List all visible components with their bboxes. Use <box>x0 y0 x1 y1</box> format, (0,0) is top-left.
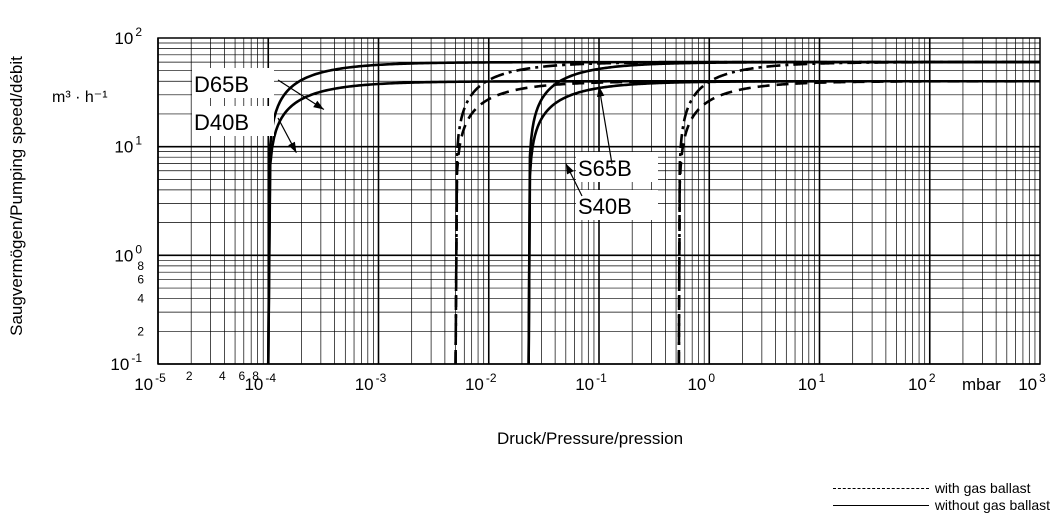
annotation-label: D65B <box>194 72 249 97</box>
x-tick-label: 10 3 <box>1018 371 1046 394</box>
x-tick-label: 10 -5 <box>134 371 166 394</box>
x-tick-label: 10 -1 <box>575 371 607 394</box>
legend-item-without-gas-ballast: without gas ballast <box>832 497 1050 514</box>
y-minor-tick-label: 8 <box>137 259 144 273</box>
annotation-leader <box>598 86 613 165</box>
annotation-label: S65B <box>578 156 632 181</box>
y-minor-tick-label: 4 <box>137 292 144 306</box>
legend-label: without gas ballast <box>934 497 1050 513</box>
y-tick-label: 10 2 <box>114 25 142 48</box>
annotation-arrowhead <box>313 100 324 110</box>
x-axis-label: Druck/Pressure/pression <box>497 429 683 448</box>
tick-labels: 10 -5 10 -4 10 -3 10 -2 10 -1 10 0 10 1 10 2 10 32 4 6 810 -1… <box>110 25 1046 394</box>
annotation-arrowhead <box>597 86 605 97</box>
x-tick-label: 10 -4 <box>244 371 276 394</box>
annotation-d65b: D65B <box>192 68 325 110</box>
annotation-arrowhead <box>288 141 297 153</box>
annotation-arrowhead <box>565 163 574 175</box>
legend: with gas ballast without gas ballast <box>832 480 1050 514</box>
x-minor-tick-label: 4 <box>219 369 226 383</box>
pumping-speed-chart: D65B D40B S65B S40B 10 -5 10 -4 10 -3 10 -2 10 -1 10 0… <box>7 25 1046 448</box>
annotation-s40b: S40B <box>565 163 658 220</box>
x-tick-label: 10 1 <box>798 371 826 394</box>
annotation-s65b: S65B <box>576 86 658 182</box>
x-tick-label: 10 2 <box>908 371 936 394</box>
y-minor-tick-label: 2 <box>137 324 144 338</box>
y-minor-tick-label: 6 <box>137 272 144 286</box>
annotation-label: D40B <box>194 110 249 135</box>
annotation-box <box>576 152 658 182</box>
annotation-box <box>192 68 274 98</box>
x-minor-tick-label: 6 <box>238 369 245 383</box>
x-tick-label: 10 -2 <box>465 371 497 394</box>
annotations: D65B D40B S65B S40B <box>192 68 658 220</box>
series-line-s65b-solid <box>527 60 1041 365</box>
series-line-d65b-dashdot <box>454 60 1040 365</box>
annotation-label: S40B <box>578 194 632 219</box>
legend-dashed-line-swatch <box>832 488 929 489</box>
y-tick-label: 10 0 <box>114 242 142 265</box>
x-unit-label: mbar <box>962 375 1001 394</box>
series-line-s65b-dashdot <box>677 60 1041 365</box>
y-axis-label: Saugvermögen/Pumping speed/débit <box>7 56 26 336</box>
y-tick-label: 10 1 <box>114 134 142 157</box>
x-minor-tick-label: 8 <box>252 369 259 383</box>
legend-solid-line-swatch <box>832 505 929 506</box>
annotation-box <box>192 106 274 136</box>
x-tick-label: 10 0 <box>687 371 715 394</box>
y-tick-label: 10 -1 <box>110 351 142 374</box>
x-tick-label: 10 -3 <box>355 371 387 394</box>
x-minor-tick-label: 2 <box>186 369 193 383</box>
legend-label: with gas ballast <box>934 480 1031 496</box>
annotation-box <box>576 190 658 220</box>
legend-item-with-gas-ballast: with gas ballast <box>832 480 1050 497</box>
annotation-d40b: D40B <box>192 106 297 153</box>
curves <box>266 60 1041 365</box>
series-line-s40b-dashed <box>677 79 1041 365</box>
plot-frame <box>157 37 1041 365</box>
y-unit-label: m³ · h⁻¹ <box>52 89 108 106</box>
